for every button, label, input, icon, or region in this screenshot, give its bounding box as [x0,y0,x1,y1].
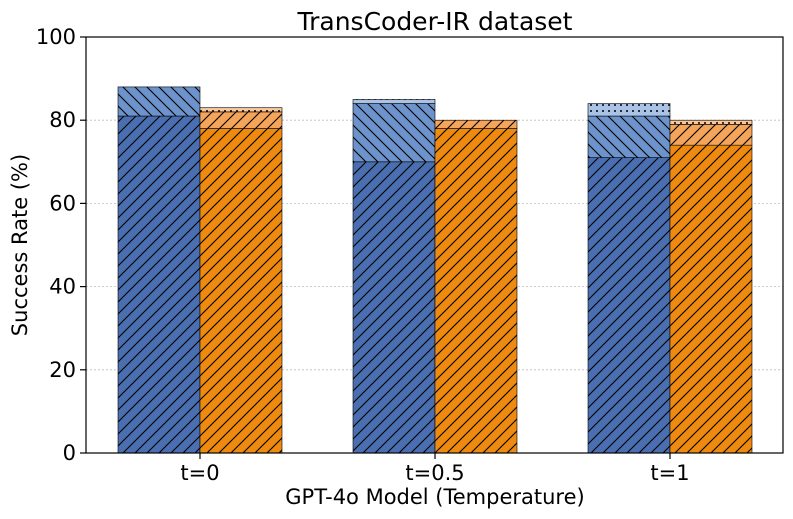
x-tick-label: t=0 [180,461,219,485]
bar-segment-hatch [200,107,282,112]
bar-segment-hatch [200,111,282,129]
y-tick-label: 0 [63,441,76,465]
x-axis-ticks: t=0 t=0.5 t=1 [180,453,690,485]
bar-segment-hatch [353,103,435,162]
bar-segment-hatch [588,116,670,158]
bar-segment-hatch [435,128,517,453]
bar-segment-hatch [118,116,200,453]
bar-series [117,86,753,454]
bar-segment-hatch [353,99,435,104]
x-tick-label: t=1 [650,461,689,485]
bar-segment-hatch [118,86,200,117]
bar-segment-hatch [588,157,670,453]
y-axis-label: Success Rate (%) [8,154,32,336]
bar-segment-hatch [353,161,435,454]
chart-title: TransCoder-IR dataset [297,7,573,36]
bar-segment-hatch [200,128,282,453]
x-axis-label: GPT-4o Model (Temperature) [285,485,584,509]
x-tick-label: t=0.5 [405,461,464,485]
bar-segment-hatch [670,120,752,125]
y-tick-label: 60 [49,191,76,215]
bar-segment-hatch [588,103,670,117]
y-tick-label: 20 [49,358,76,382]
bar-segment-hatch [670,145,752,453]
y-tick-label: 100 [36,25,76,49]
bar-segment-hatch [670,124,752,146]
y-axis-ticks: 0 20 40 60 80 100 [36,25,86,465]
y-tick-label: 80 [49,108,76,132]
bar-segment-hatch [435,120,517,129]
y-tick-label: 40 [49,275,76,299]
